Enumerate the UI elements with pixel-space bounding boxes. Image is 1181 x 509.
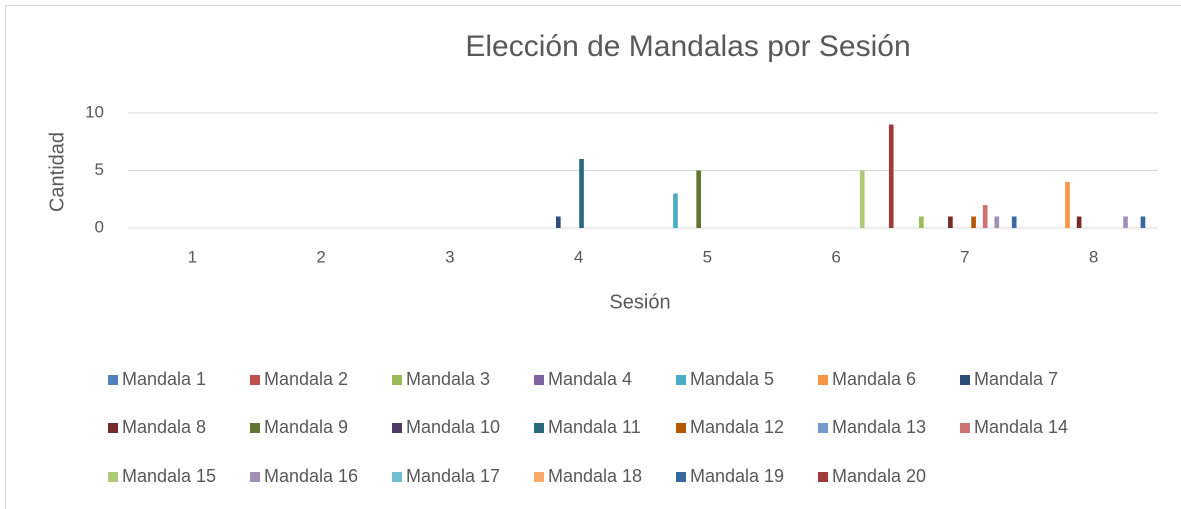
legend-swatch [676, 472, 686, 482]
bar [859, 170, 865, 228]
bar [994, 216, 1000, 228]
bar [1065, 182, 1070, 228]
legend-label: Mandala 15 [122, 466, 216, 486]
legend-label: Mandala 12 [690, 417, 784, 437]
legend-label: Mandala 13 [832, 417, 926, 437]
legend-swatch [392, 423, 402, 433]
bar [948, 216, 953, 228]
bar [971, 216, 976, 228]
legend-label: Mandala 7 [974, 369, 1058, 389]
y-tick-label: 5 [95, 160, 104, 179]
legend-label: Mandala 5 [690, 369, 774, 389]
x-tick-label: 4 [574, 247, 583, 266]
legend-label: Mandala 10 [406, 417, 500, 437]
legend-swatch [392, 472, 402, 482]
chart-title: Elección de Mandalas por Sesión [465, 30, 910, 63]
legend-swatch [676, 423, 686, 433]
bar [919, 216, 924, 228]
bar [673, 193, 678, 228]
bar [888, 124, 894, 228]
bar [1011, 216, 1017, 228]
legend-label: Mandala 20 [832, 466, 926, 486]
x-tick-label: 2 [316, 247, 325, 266]
x-axis-label: Sesión [609, 291, 670, 313]
legend-swatch [534, 423, 544, 433]
bar [696, 170, 701, 228]
legend-swatch [960, 423, 970, 433]
bar [1076, 216, 1082, 228]
legend-swatch [108, 375, 118, 385]
legend-swatch [534, 375, 544, 385]
legend-swatch [250, 472, 260, 482]
x-tick-label: 5 [703, 247, 712, 266]
chart-border [5, 5, 1181, 509]
legend-label: Mandala 1 [122, 369, 206, 389]
legend-label: Mandala 9 [264, 417, 348, 437]
legend-label: Mandala 14 [974, 417, 1068, 437]
legend-swatch [108, 472, 118, 482]
x-tick-label: 8 [1089, 247, 1098, 266]
legend-swatch [534, 472, 544, 482]
legend-label: Mandala 6 [832, 369, 916, 389]
legend-label: Mandala 8 [122, 417, 206, 437]
legend-label: Mandala 17 [406, 466, 500, 486]
legend-swatch [676, 375, 686, 385]
x-tick-label: 3 [445, 247, 454, 266]
bar [1123, 216, 1128, 228]
legend-label: Mandala 3 [406, 369, 490, 389]
legend-swatch [818, 375, 828, 385]
x-tick-label: 6 [831, 247, 840, 266]
legend-swatch [250, 423, 260, 433]
legend-label: Mandala 16 [264, 466, 358, 486]
legend-label: Mandala 11 [548, 417, 641, 437]
bar [579, 159, 584, 228]
legend-swatch [960, 375, 970, 385]
legend-label: Mandala 19 [690, 466, 784, 486]
y-tick-label: 0 [95, 217, 104, 236]
legend-swatch [818, 472, 828, 482]
x-tick-label: 1 [188, 247, 197, 266]
bar [982, 205, 988, 228]
x-tick-label: 7 [960, 247, 969, 266]
y-tick-label: 10 [85, 102, 104, 121]
bar [1140, 216, 1146, 228]
legend-swatch [392, 375, 402, 385]
bar [555, 216, 561, 228]
y-axis-label: Cantidad [46, 132, 68, 212]
legend-swatch [250, 375, 260, 385]
legend-label: Mandala 18 [548, 466, 642, 486]
legend-label: Mandala 2 [264, 369, 348, 389]
legend-swatch [818, 423, 828, 433]
legend-swatch [108, 423, 118, 433]
legend-label: Mandala 4 [548, 369, 632, 389]
